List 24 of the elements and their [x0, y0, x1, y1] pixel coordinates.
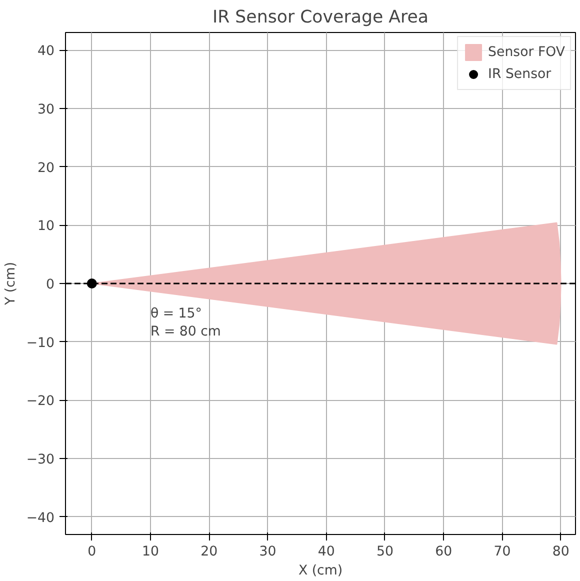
x-tick-label: 70: [494, 544, 511, 560]
y-tick-label: 10: [38, 219, 55, 234]
x-tick-label: 50: [376, 544, 394, 560]
y-tick-label: −40: [26, 510, 55, 526]
x-tick-label: 20: [200, 544, 218, 560]
y-tick-label: 0: [46, 278, 55, 292]
y-tick-label: −30: [26, 452, 55, 468]
annotation: θ = 15° R = 80 cm: [150, 306, 221, 340]
x-tick-label: 30: [259, 544, 276, 560]
x-tick-label: 80: [552, 544, 570, 560]
x-axis-title: X (cm): [298, 564, 343, 578]
x-tick-label: 0: [88, 544, 96, 560]
x-tick-label: 40: [318, 544, 335, 560]
y-tick-label: 40: [38, 44, 55, 60]
legend-label: Sensor FOV: [488, 44, 565, 60]
x-tick-label: 10: [142, 544, 159, 560]
y-tick-label: 30: [38, 102, 55, 118]
x-tick-label: 60: [435, 544, 452, 560]
chart-title: IR Sensor Coverage Area: [212, 8, 428, 28]
y-tick-label: −20: [26, 394, 55, 410]
y-axis-title: Y (cm): [3, 262, 18, 306]
y-tick-label: −10: [26, 336, 55, 351]
legend-label: IR Sensor: [488, 66, 552, 82]
y-tick-label: 20: [38, 160, 55, 176]
